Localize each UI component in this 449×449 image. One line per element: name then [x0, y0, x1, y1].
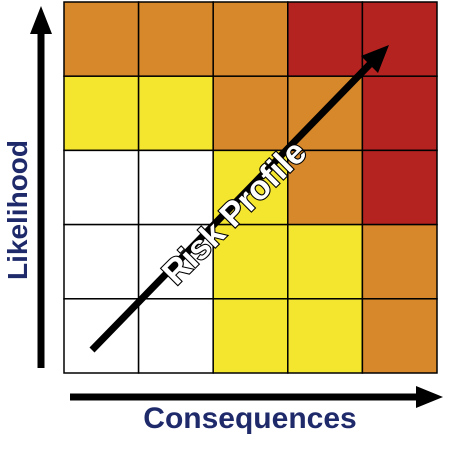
matrix-cell-r2-c3 — [212, 75, 289, 152]
matrix-cell-r3-c5 — [361, 149, 438, 226]
y-axis-label-container: Likelihood — [0, 110, 36, 310]
x-axis-arrowhead — [416, 386, 443, 408]
matrix-cell-r4-c1 — [63, 223, 140, 300]
y-axis-label: Likelihood — [2, 140, 33, 280]
risk-profile-arrowhead — [361, 45, 389, 73]
x-axis-label: Consequences — [143, 402, 357, 435]
matrix-cell-r1-c4 — [287, 1, 364, 77]
matrix-cell-r5-c5 — [361, 298, 438, 374]
matrix-cell-r3-c4 — [287, 149, 364, 226]
matrix-cell-r4-c3 — [212, 223, 289, 300]
matrix-cells — [63, 1, 438, 374]
matrix-cell-r1-c3 — [212, 1, 289, 77]
matrix-cell-r1-c1 — [63, 1, 140, 77]
matrix-cell-r4-c5 — [361, 223, 438, 300]
matrix-cell-r2-c1 — [63, 75, 140, 152]
matrix-cell-r3-c2 — [137, 149, 214, 226]
matrix-cell-r4-c4 — [287, 223, 364, 300]
matrix-cell-r1-c2 — [137, 1, 214, 77]
risk-profile-arrow — [89, 59, 375, 353]
matrix-cell-r3-c1 — [63, 149, 140, 226]
matrix-cell-r5-c3 — [212, 298, 289, 374]
matrix-cell-r5-c4 — [287, 298, 364, 374]
y-axis-arrowhead — [30, 6, 52, 34]
matrix-cell-r2-c2 — [137, 75, 214, 152]
matrix-cell-r2-c5 — [361, 75, 438, 152]
matrix-cell-r5-c2 — [137, 298, 214, 374]
